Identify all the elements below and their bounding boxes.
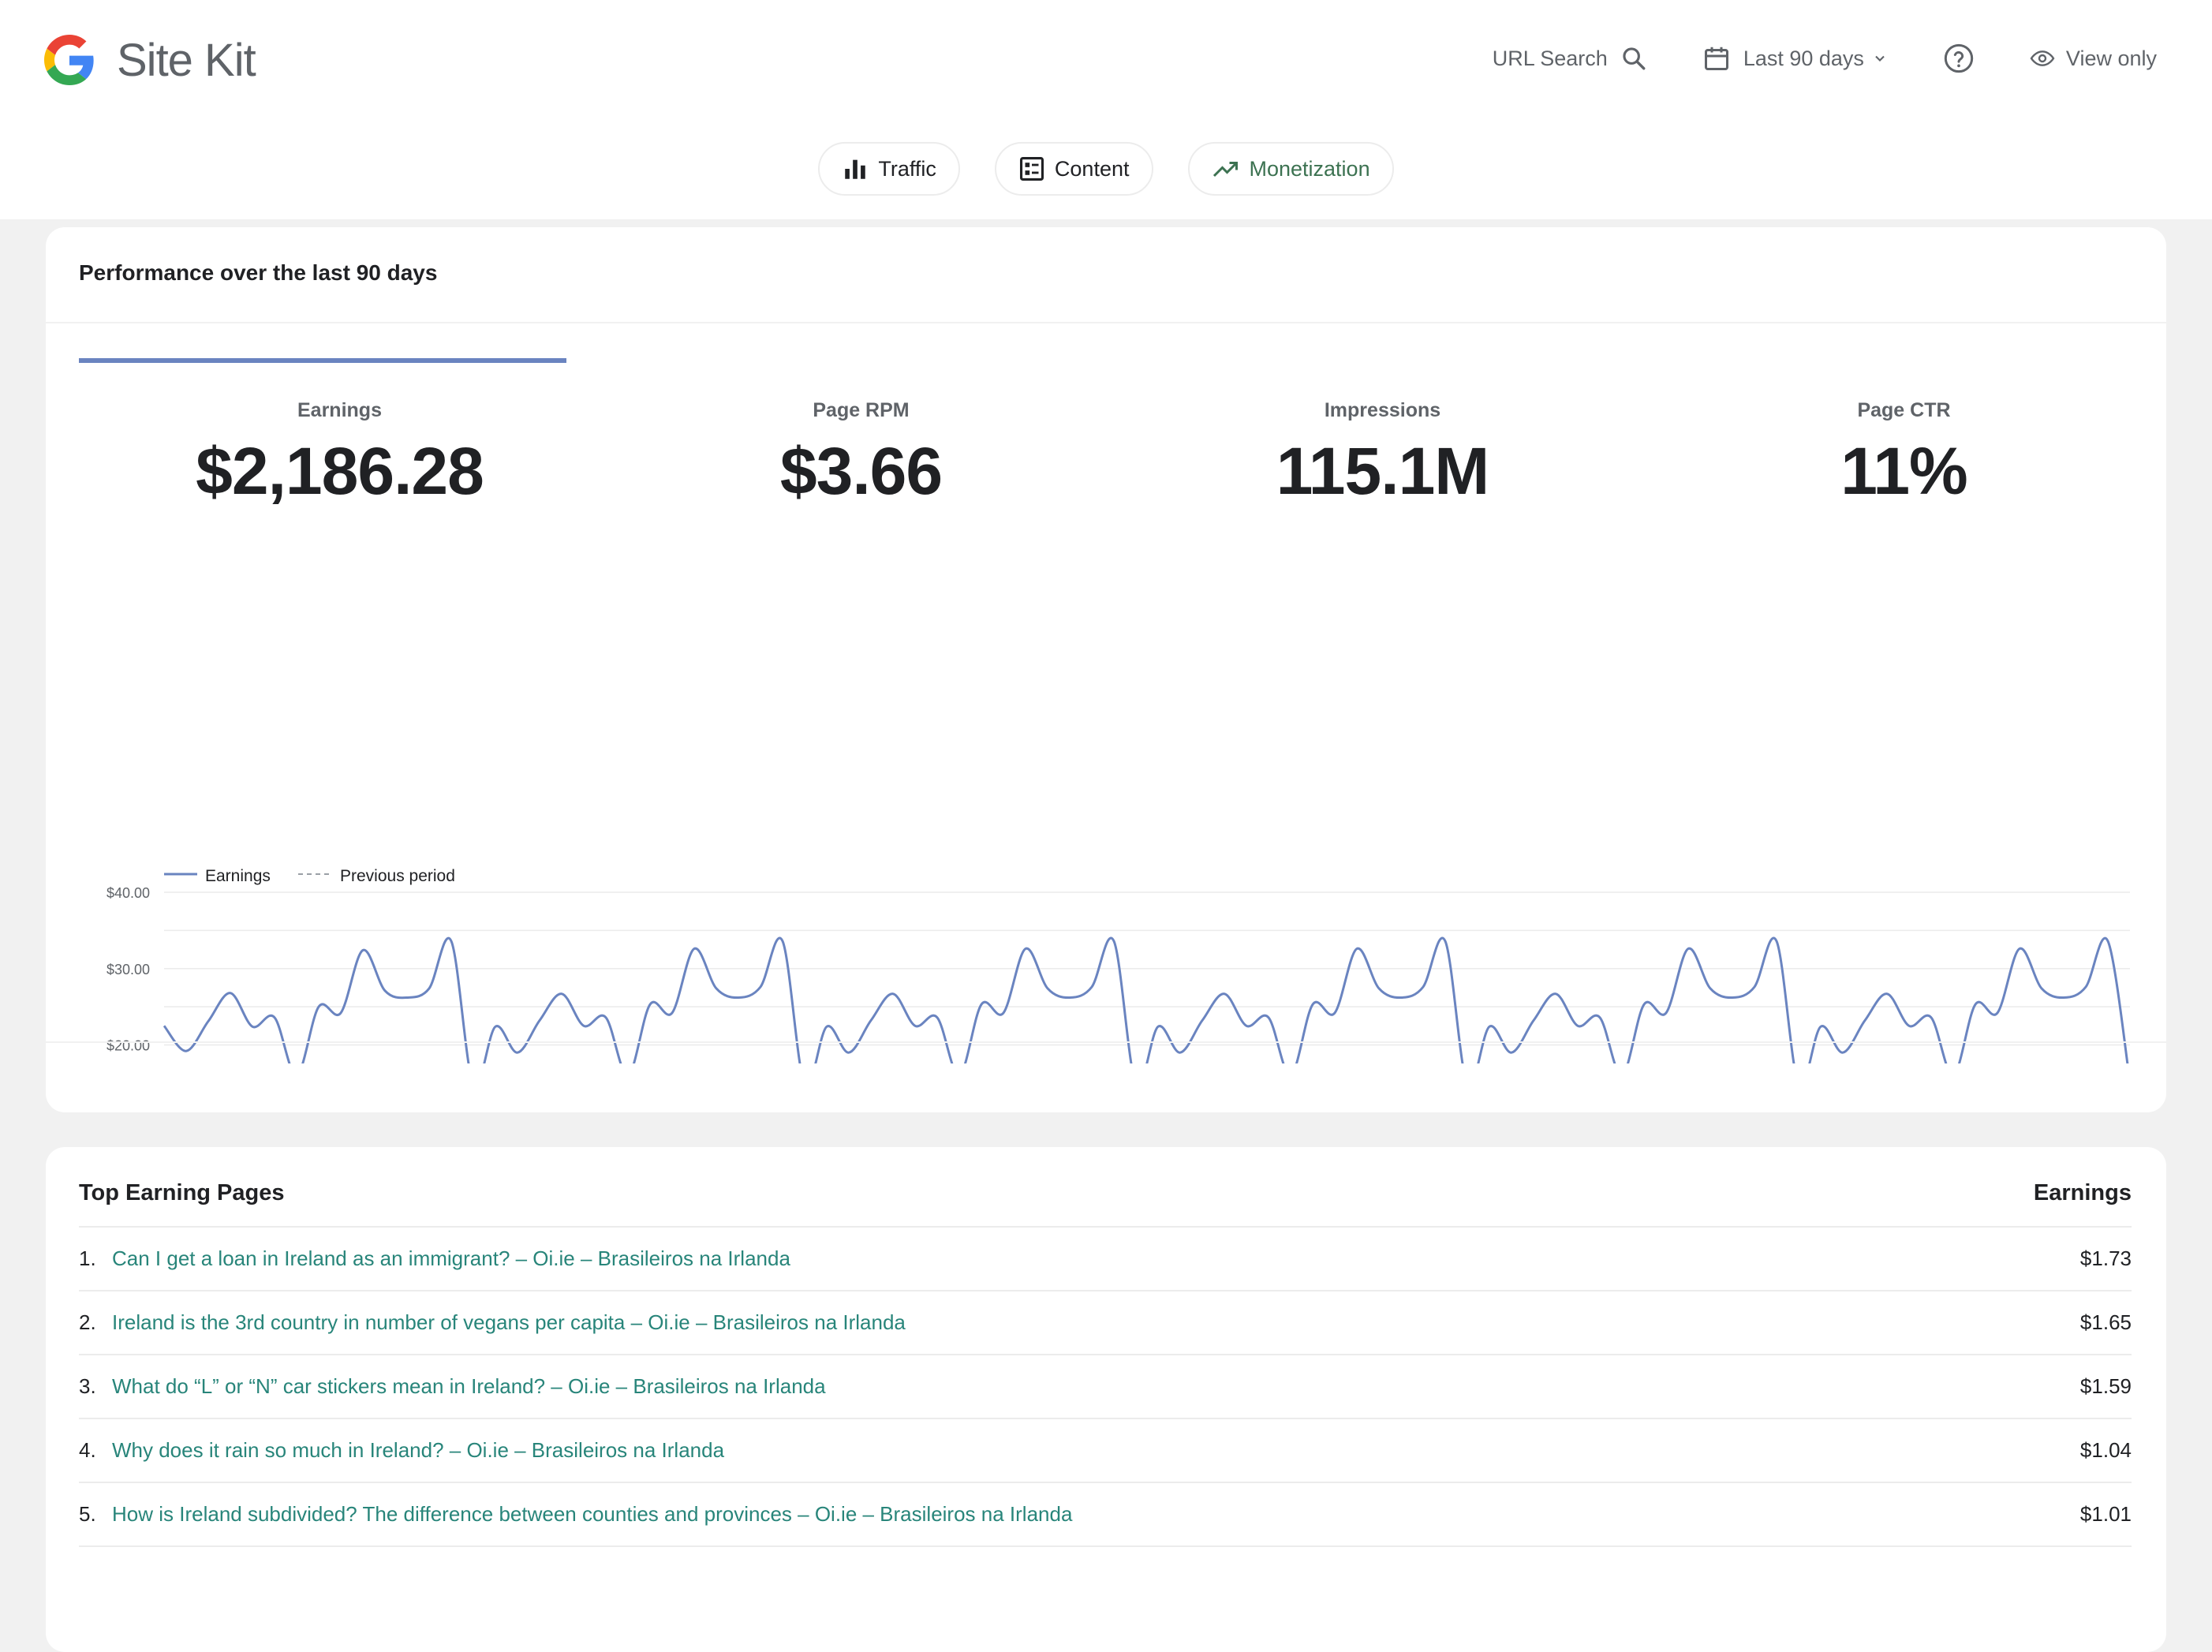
metric-page-ctr[interactable]: Page CTR 11% xyxy=(1643,369,2165,527)
page-link[interactable]: Ireland is the 3rd country in number of … xyxy=(112,1310,906,1334)
metric-impressions-label: Impressions xyxy=(1324,399,1441,421)
metric-earnings-label: Earnings xyxy=(297,399,382,421)
table-row: 2. Ireland is the 3rd country in number … xyxy=(79,1290,2132,1354)
earnings-line-chart: Earnings Previous period $0.00$10.00$20.… xyxy=(106,867,2130,1063)
table-row: 1. Can I get a loan in Ireland as an imm… xyxy=(79,1226,2132,1290)
date-range-label: Last 90 days xyxy=(1743,46,1864,70)
performance-card: Performance over the last 90 days Earnin… xyxy=(46,227,2166,1112)
performance-title: Performance over the last 90 days xyxy=(79,260,438,285)
content-icon xyxy=(1019,156,1044,181)
url-search-button[interactable]: URL Search xyxy=(1493,45,1647,72)
view-only-button[interactable]: View only xyxy=(2030,46,2157,71)
date-range-selector[interactable]: Last 90 days xyxy=(1702,44,1888,73)
trending-up-icon xyxy=(1212,162,1238,178)
y-tick-label: $30.00 xyxy=(106,962,150,977)
chart-grid xyxy=(164,891,2130,1046)
metric-page-rpm-label: Page RPM xyxy=(813,399,910,421)
selected-metric-indicator xyxy=(79,358,566,363)
top-actions: URL Search Last 90 days View only xyxy=(1493,35,2157,82)
row-earnings: $1.73 xyxy=(2079,1246,2132,1270)
row-rank: 3. xyxy=(79,1374,96,1398)
row-rank: 4. xyxy=(79,1438,96,1462)
metric-page-ctr-label: Page CTR xyxy=(1857,399,1951,421)
performance-title-divider xyxy=(46,322,2166,323)
row-earnings: $1.01 xyxy=(2079,1502,2132,1526)
earnings-series-line xyxy=(163,936,2129,1063)
metric-page-rpm-value: $3.66 xyxy=(779,434,943,508)
legend-earnings-label: Earnings xyxy=(205,867,271,885)
legend-previous-period-label: Previous period xyxy=(340,867,455,885)
google-logo-icon xyxy=(44,35,94,85)
tab-content[interactable]: Content xyxy=(994,142,1153,196)
chart-bottom-divider xyxy=(46,1041,2166,1043)
dashboard-tabs: Traffic Content Monetization xyxy=(0,142,2212,196)
metric-earnings[interactable]: Earnings $2,186.28 xyxy=(79,369,600,527)
search-icon xyxy=(1623,47,1646,70)
row-earnings: $1.04 xyxy=(2079,1438,2132,1462)
page-link[interactable]: How is Ireland subdivided? The differenc… xyxy=(112,1502,1073,1526)
chart-y-ticks: $0.00$10.00$20.00$30.00$40.00 xyxy=(106,885,150,1054)
tab-monetization-label: Monetization xyxy=(1249,156,1370,181)
page-link[interactable]: Can I get a loan in Ireland as an immigr… xyxy=(112,1246,790,1270)
bar-chart-icon xyxy=(845,159,866,179)
chevron-down-icon xyxy=(1875,55,1885,62)
tab-monetization[interactable]: Monetization xyxy=(1187,142,1394,196)
tab-traffic-label: Traffic xyxy=(878,156,936,181)
brand-name: Site Kit xyxy=(117,34,256,86)
calendar-icon xyxy=(1704,47,1728,70)
table-row: 5. How is Ireland subdivided? The differ… xyxy=(79,1482,2132,1545)
top-earning-pages-card: Top Earning Pages Earnings 1. Can I get … xyxy=(46,1147,2166,1652)
help-button[interactable] xyxy=(1943,43,1975,74)
page-link[interactable]: What do “L” or “N” car stickers mean in … xyxy=(112,1374,826,1398)
header: Site Kit URL Search Last 90 days View on… xyxy=(0,0,2212,219)
top-pages-list: 1. Can I get a loan in Ireland as an imm… xyxy=(79,1226,2132,1547)
row-earnings: $1.59 xyxy=(2079,1374,2132,1398)
eye-icon xyxy=(2030,50,2055,66)
page-link[interactable]: Why does it rain so much in Ireland? – O… xyxy=(112,1438,725,1462)
tab-traffic[interactable]: Traffic xyxy=(818,142,960,196)
metric-page-rpm[interactable]: Page RPM $3.66 xyxy=(600,369,1122,527)
metric-page-ctr-value: 11% xyxy=(1840,434,1968,508)
row-rank: 1. xyxy=(79,1246,96,1270)
list-bottom-divider xyxy=(79,1545,2132,1547)
earnings-column-header: Earnings xyxy=(2033,1180,2132,1205)
url-search-label: URL Search xyxy=(1492,46,1608,70)
brand[interactable]: Site Kit xyxy=(44,32,256,88)
table-row: 4. Why does it rain so much in Ireland? … xyxy=(79,1418,2132,1482)
top-earning-pages-title: Top Earning Pages xyxy=(79,1180,285,1205)
row-rank: 5. xyxy=(79,1502,96,1526)
chart-legend: Earnings Previous period xyxy=(164,867,455,885)
row-rank: 2. xyxy=(79,1310,96,1334)
metrics-row: Earnings $2,186.28 Page RPM $3.66 Impres… xyxy=(79,369,2166,527)
row-earnings: $1.65 xyxy=(2079,1310,2132,1334)
tab-content-label: Content xyxy=(1054,156,1130,181)
metric-impressions[interactable]: Impressions 115.1M xyxy=(1122,369,1643,527)
y-tick-label: $40.00 xyxy=(106,885,150,901)
y-tick-label: $20.00 xyxy=(106,1038,150,1054)
help-icon xyxy=(1944,43,1974,73)
table-row: 3. What do “L” or “N” car stickers mean … xyxy=(79,1354,2132,1418)
metric-earnings-value: $2,186.28 xyxy=(196,434,484,508)
metric-impressions-value: 115.1M xyxy=(1276,434,1490,508)
view-only-label: View only xyxy=(2065,46,2157,70)
